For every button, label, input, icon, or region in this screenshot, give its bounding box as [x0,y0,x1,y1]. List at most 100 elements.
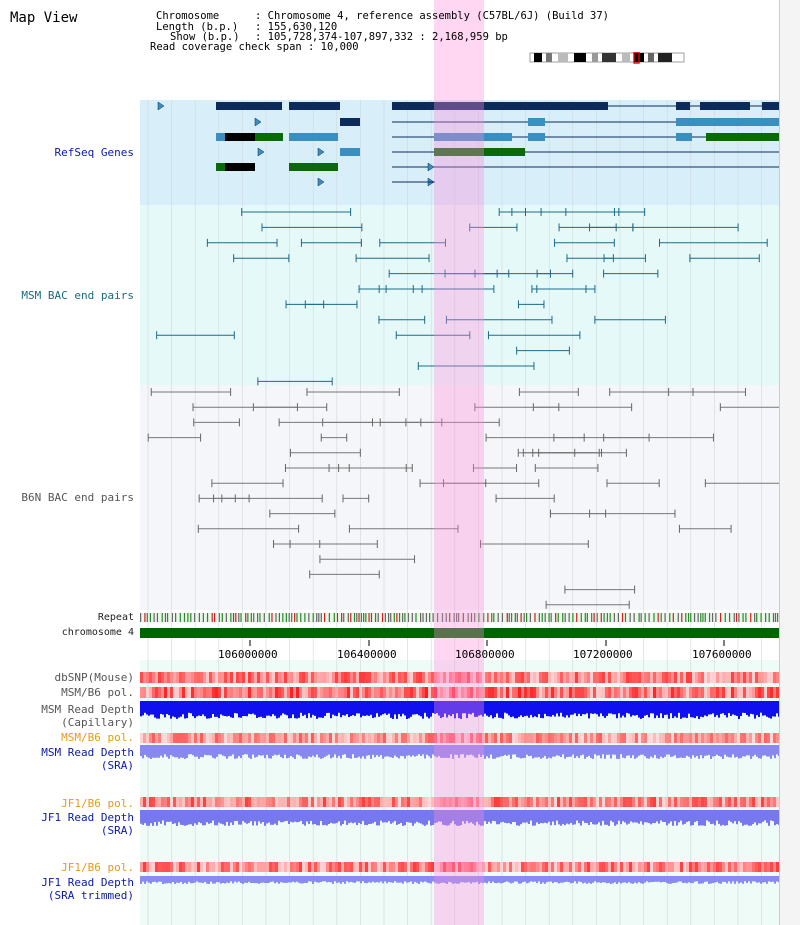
depth-bar [442,810,444,825]
depth-bar [286,701,288,716]
depth-bar [168,701,170,716]
depth-bar [420,876,422,882]
heat-cell [239,862,242,872]
heat-cell [230,687,233,698]
depth-bar [768,810,770,826]
repeat-mark [742,613,744,622]
heat-cell [203,862,206,872]
repeat-mark [664,613,666,622]
heat-cell [455,687,458,698]
depth-bar [492,701,494,719]
depth-bar [646,876,648,882]
depth-bar [490,876,492,884]
depth-bar [416,810,418,822]
heat-cell [500,797,503,807]
depth-bar [292,810,294,823]
depth-bar [556,745,558,756]
depth-bar [612,701,614,715]
heat-cell [191,797,194,807]
heat-cell [704,733,707,743]
depth-bar [528,701,530,718]
depth-bar [158,810,160,822]
depth-bar [388,745,390,757]
depth-bar [590,876,592,884]
heat-cell [323,797,326,807]
depth-bar [424,810,426,826]
heat-cell [728,862,731,872]
repeat-mark [685,613,687,622]
heat-cell [668,687,671,698]
page-title: Map View [10,10,78,26]
depth-bar [710,876,712,884]
heat-cell [614,687,617,698]
depth-bar [734,876,736,884]
heat-cell [575,733,578,743]
heat-cell [701,862,704,872]
depth-bar [508,745,510,755]
repeat-mark [425,613,428,622]
gene-exon [706,133,730,141]
heat-cell [458,733,461,743]
heat-cell [356,797,359,807]
depth-bar [682,701,684,718]
depth-bar [764,876,766,883]
depth-bar [688,701,690,714]
depth-bar [650,701,652,714]
depth-bar [606,876,608,884]
depth-bar [158,701,160,719]
heat-cell [395,687,398,698]
heat-cell [560,797,563,807]
heat-cell [500,687,503,698]
heat-cell [506,672,509,683]
depth-bar [724,876,726,882]
heat-cell [518,672,521,683]
depth-bar [424,745,426,759]
heat-cell [515,733,518,743]
depth-bar [636,876,638,884]
depth-bar [174,701,176,718]
depth-bar [204,810,206,826]
heat-cell [422,862,425,872]
repeat-mark [300,613,302,622]
depth-bar [358,745,360,757]
depth-bar [366,876,368,884]
depth-bar [292,876,294,882]
depth-bar [398,745,400,759]
heat-cell [419,733,422,743]
depth-bar [334,810,336,824]
heat-cell [299,733,302,743]
heat-cell [575,862,578,872]
depth-bar [704,745,706,756]
depth-bar [604,701,606,718]
depth-bar [654,876,656,882]
heat-cell [659,797,662,807]
depth-bar [686,701,688,719]
heat-cell [185,672,188,683]
depth-bar [354,810,356,823]
depth-bar [488,701,490,717]
depth-bar [658,876,660,882]
axis-tick-label: 106400000 [337,648,397,661]
heat-cell [221,733,224,743]
heat-cell [737,687,740,698]
msm-bac-band [140,205,780,385]
repeat-mark [296,613,298,622]
vertical-scrollbar[interactable] [779,0,800,925]
heat-cell [515,797,518,807]
depth-bar [706,876,708,882]
heat-cell [242,733,245,743]
heat-cell [503,672,506,683]
heat-cell [764,672,767,683]
chromosome-ideogram[interactable] [528,52,688,64]
depth-bar [288,745,290,758]
heat-cell [257,672,260,683]
depth-bar [208,701,210,719]
depth-bar [714,876,716,883]
repeat-mark [285,613,287,622]
depth-bar [474,745,476,758]
depth-bar [758,876,760,883]
depth-bar [728,745,730,758]
heat-cell [365,672,368,683]
depth-bar [636,701,638,716]
